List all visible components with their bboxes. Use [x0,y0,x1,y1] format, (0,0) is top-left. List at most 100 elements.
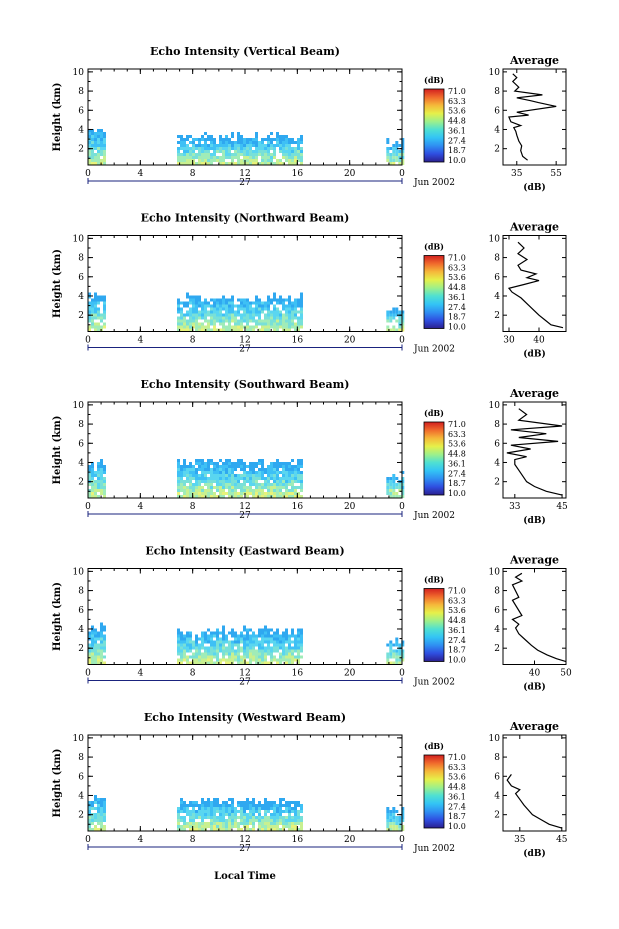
heatmap-cell [246,319,249,323]
heatmap-cell [88,631,91,635]
heatmap-cell [252,798,255,801]
heatmap-cell [210,313,213,317]
heatmap-cell [279,652,282,656]
heatmap-cell [258,477,261,480]
heatmap-cell [282,646,285,650]
heatmap-cell [288,156,291,159]
heatmap-cell [213,307,216,311]
heatmap-cell [91,135,94,138]
heatmap-cell [395,637,399,641]
profile-y-tick-label: 8 [494,587,500,597]
heatmap-cell [88,153,91,156]
heatmap-cell [213,495,216,498]
heatmap-cell [204,141,207,144]
y-tick-label: 2 [78,311,84,321]
heatmap-cell [392,325,396,329]
heatmap-cell [261,655,264,659]
heatmap-cell [97,480,100,483]
profile-y-tick-label: 10 [489,567,501,577]
heatmap-cell [389,822,393,825]
heatmap-cell [201,825,204,828]
heatmap-cell [297,322,300,326]
heatmap-cell [261,661,264,665]
heatmap-cell [201,304,204,308]
heatmap-cell [237,495,240,498]
heatmap-cell [297,816,300,819]
heatmap-cell [401,825,405,828]
heatmap-cell [91,801,94,804]
heatmap-cell [237,661,240,665]
heatmap-cell [103,625,106,629]
heatmap-cell [88,822,91,825]
heatmap-cell [198,301,201,305]
heatmap-cell [300,307,303,311]
heatmap-cell [228,465,231,468]
heatmap-cell [279,816,282,819]
heatmap-cell [258,634,261,638]
heatmap-cell [291,459,294,462]
heatmap-cell [294,495,297,498]
heatmap-cell [222,141,225,144]
profile-x-label: (dB) [523,682,545,693]
heatmap-cell [276,649,279,653]
heatmap-cell [264,655,267,659]
heatmap-cell [264,313,267,317]
heatmap-cell [100,649,103,653]
heatmap-cell [386,643,390,647]
heatmap-cell [264,322,267,326]
heatmap-cell [276,132,279,135]
heatmap-cell [103,322,106,326]
heatmap-cell [243,304,246,308]
heatmap-cell [291,138,294,141]
heatmap-cell [189,489,192,492]
heatmap-cell [249,816,252,819]
heatmap-cell [222,634,225,638]
y-tick-label: 6 [78,606,84,616]
heatmap-cell [180,144,183,147]
heatmap-cell [219,658,222,662]
heatmap-cell [273,307,276,311]
heatmap-cell [231,640,234,644]
heatmap-cell [240,661,243,665]
heatmap-cell [201,816,204,819]
heatmap-cell [207,813,210,816]
heatmap-cell [243,637,246,641]
heatmap-cell [243,628,246,632]
heatmap-cell [389,480,393,483]
heatmap-cell [285,804,288,807]
heatmap-cell [91,132,94,135]
heatmap-cell [103,816,106,819]
heatmap-cell [288,465,291,468]
heatmap-cell [103,316,106,320]
heatmap-cell [279,295,282,299]
heatmap-cell [180,652,183,656]
heatmap-cell [264,634,267,638]
heatmap-cell [246,316,249,320]
heatmap-cell [198,316,201,320]
heatmap-cell [300,135,303,138]
heatmap-cell [297,319,300,323]
heatmap-cell [392,813,396,816]
heatmap-cell [180,646,183,650]
heatmap-cell [222,640,225,644]
heatmap-cell [198,804,201,807]
heatmap-cell [249,144,252,147]
heatmap-cell [273,804,276,807]
day-label: 27 [239,678,251,688]
heatmap-cell [207,652,210,656]
heatmap-cell [207,150,210,153]
heatmap-cell [255,147,258,150]
heatmap-cell [240,147,243,150]
heatmap-cell [103,298,106,302]
heatmap-cell [91,628,94,632]
heatmap-cell [255,492,258,495]
heatmap-cell [222,655,225,659]
heatmap-cell [207,468,210,471]
heatmap-cell [300,477,303,480]
heatmap-cell [97,483,100,486]
heatmap-cell [249,652,252,656]
heatmap-cell [183,138,186,141]
heatmap-cell [207,489,210,492]
heatmap-cell [246,474,249,477]
heatmap-cell [91,310,94,314]
